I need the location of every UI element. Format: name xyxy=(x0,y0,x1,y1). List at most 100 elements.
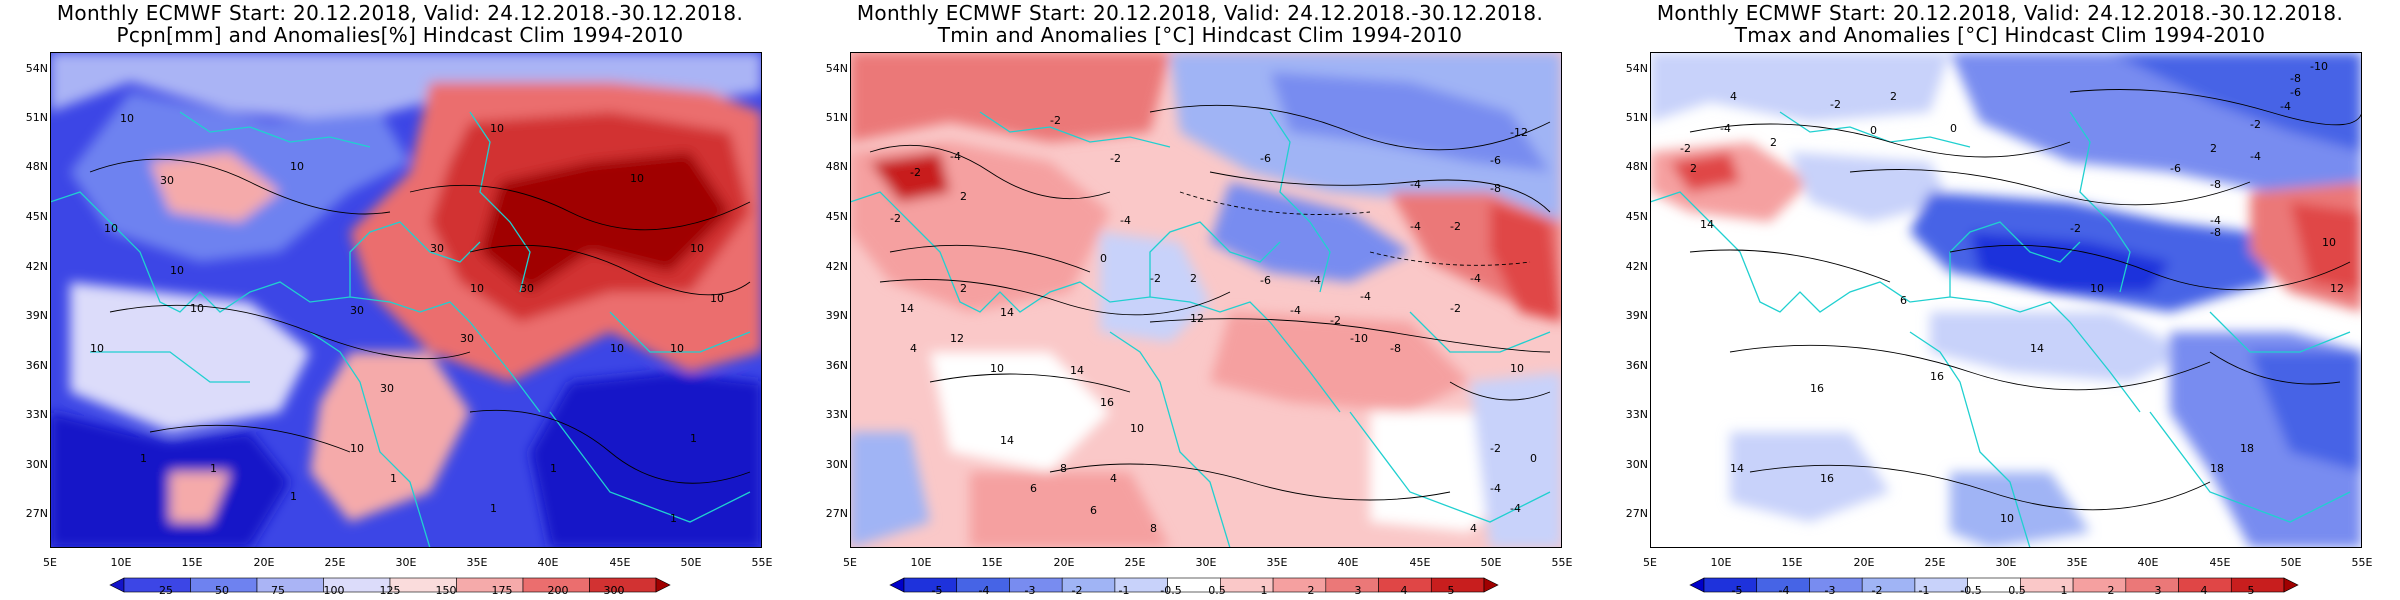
contour-label: 6 xyxy=(1900,294,1907,307)
colorbar-label: 175 xyxy=(491,584,513,597)
map-tmax: -10 -8 -6 -4 -2 2 4 0 -2 2 -2 -4 -6 -8 -… xyxy=(1650,52,2362,548)
contour-label: 14 xyxy=(1000,434,1014,447)
colorbar-label: 75 xyxy=(271,584,285,597)
contour-label: 14 xyxy=(2030,342,2044,355)
lon-label: 15E xyxy=(1781,556,1803,569)
lon-label: 45E xyxy=(1409,556,1431,569)
contour-label: 10 xyxy=(120,112,134,125)
colorbar-label: 2 xyxy=(2107,584,2115,597)
colorbar-label: 5 xyxy=(1447,584,1455,597)
lon-label: 5E xyxy=(1643,556,1657,569)
contour-label: 30 xyxy=(430,242,444,255)
lat-label: 51N xyxy=(825,111,848,124)
contour-label: -4 xyxy=(1490,482,1501,495)
contour-label: 10 xyxy=(290,160,304,173)
lon-label: 55E xyxy=(751,556,773,569)
contour-label: -2 xyxy=(1830,98,1841,111)
lon-label: 5E xyxy=(843,556,857,569)
contour-label: -6 xyxy=(1260,274,1271,287)
contour-label: -2 xyxy=(1490,442,1501,455)
contour-label: 10 xyxy=(630,172,644,185)
colorbar-label: 1 xyxy=(2060,584,2068,597)
colorbar-label: -4 xyxy=(978,584,990,597)
contour-label: 16 xyxy=(1930,370,1944,383)
colorbar-label: -1 xyxy=(1918,584,1930,597)
contour-label: 0 xyxy=(1870,124,1877,137)
lat-label: 30N xyxy=(25,458,48,471)
contour-label: 10 xyxy=(170,264,184,277)
lat-label: 27N xyxy=(25,507,48,520)
lat-label: 42N xyxy=(1625,260,1648,273)
contour-label: 30 xyxy=(350,304,364,317)
contour-label: -4 xyxy=(1120,214,1131,227)
lon-label: 50E xyxy=(2280,556,2302,569)
contour-label: -2 xyxy=(2070,222,2081,235)
lon-label: 30E xyxy=(1995,556,2017,569)
lat-label: 36N xyxy=(825,359,848,372)
contour-label: -2 xyxy=(2250,118,2261,131)
map-precipitation: 10 10 30 10 10 10 10 10 30 10 30 30 10 1… xyxy=(50,52,762,548)
lon-label: 25E xyxy=(324,556,346,569)
contour-label: 4 xyxy=(1730,90,1737,103)
contour-label: 6 xyxy=(1030,482,1037,495)
colorbar-label: -0.5 xyxy=(1960,584,1982,597)
panel-title-line1: Monthly ECMWF Start: 20.12.2018, Valid: … xyxy=(1656,1,2344,25)
contour-label: 30 xyxy=(380,382,394,395)
colorbar-label: 25 xyxy=(159,584,173,597)
contour-label: 16 xyxy=(1810,382,1824,395)
contour-label: -8 xyxy=(2210,226,2221,239)
contour-label: 10 xyxy=(1130,422,1144,435)
contour-label: 2 xyxy=(2210,142,2217,155)
contour-label: 8 xyxy=(1150,522,1157,535)
contour-label: 10 xyxy=(990,362,1004,375)
lat-label: 54N xyxy=(1625,62,1648,75)
lon-label: 25E xyxy=(1124,556,1146,569)
contour-label: 1 xyxy=(490,502,497,515)
panel-title-line1: Monthly ECMWF Start: 20.12.2018, Valid: … xyxy=(856,1,1544,25)
contour-label: -2 xyxy=(1450,302,1461,315)
contour-label: 0 xyxy=(1530,452,1537,465)
lon-label: 40E xyxy=(1337,556,1359,569)
contour-label: 2 xyxy=(1890,90,1897,103)
lat-label: 54N xyxy=(25,62,48,75)
contour-label: 14 xyxy=(900,302,914,315)
contour-label: 6 xyxy=(1090,504,1097,517)
lat-label: 27N xyxy=(825,507,848,520)
contour-label: 10 xyxy=(490,122,504,135)
lat-label: 39N xyxy=(1625,309,1648,322)
lon-label: 45E xyxy=(609,556,631,569)
contour-label: 14 xyxy=(1700,218,1714,231)
lat-label: 48N xyxy=(825,160,848,173)
contour-label: 30 xyxy=(160,174,174,187)
colorbar-label: 100 xyxy=(323,584,345,597)
panel-title-line2: Tmax and Anomalies [°C] Hindcast Clim 19… xyxy=(1734,23,2266,47)
lon-label: 30E xyxy=(1195,556,1217,569)
colorbar-label: 50 xyxy=(215,584,229,597)
contour-label: 30 xyxy=(460,332,474,345)
colorbar-label: 5 xyxy=(2247,584,2255,597)
lon-label: 20E xyxy=(1053,556,1075,569)
lon-label: 50E xyxy=(1480,556,1502,569)
colorbar-label: 0.5 xyxy=(2008,584,2026,597)
lon-label: 10E xyxy=(110,556,132,569)
lon-label: 35E xyxy=(466,556,488,569)
lon-label: 45E xyxy=(2209,556,2231,569)
lat-label: 33N xyxy=(1625,408,1648,421)
colorbar-label: 4 xyxy=(1400,584,1408,597)
map-tmin: -2 -4 -2 -12 -6 -4 -8 -6 -2 2 -2 -4 0 -4… xyxy=(850,52,1562,548)
contour-label: -6 xyxy=(2170,162,2181,175)
colorbar-label: -2 xyxy=(1071,584,1083,597)
contour-label: 1 xyxy=(390,472,397,485)
colorbar-swatches xyxy=(889,577,1499,593)
colorbar-label: 125 xyxy=(379,584,401,597)
contour-label: 1 xyxy=(690,432,697,445)
contour-label: 2 xyxy=(960,190,967,203)
contour-label: 0 xyxy=(1100,252,1107,265)
contour-label: -4 xyxy=(2210,214,2221,227)
colorbar-label: -1 xyxy=(1118,584,1130,597)
contour-label: -10 xyxy=(1350,332,1368,345)
contour-label: 12 xyxy=(950,332,964,345)
contour-label: 2 xyxy=(1770,136,1777,149)
lat-label: 30N xyxy=(1625,458,1648,471)
contour-label: -2 xyxy=(1050,114,1061,127)
